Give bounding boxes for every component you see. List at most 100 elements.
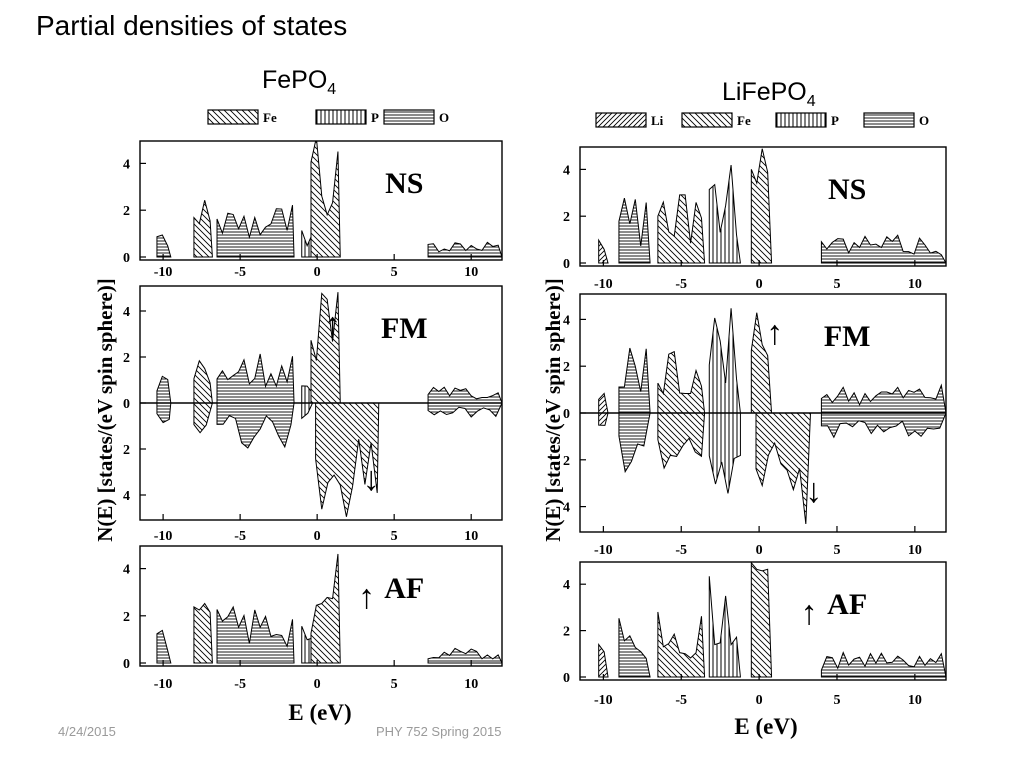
- panel-label: FM: [381, 312, 428, 345]
- slide-title: Partial densities of states: [36, 10, 348, 41]
- x-tick-label: -10: [154, 677, 173, 692]
- y-tick-label: 0: [563, 257, 570, 272]
- x-tick-label: -10: [594, 543, 613, 558]
- dos-band-o: [618, 618, 651, 678]
- spin-down-arrow: ↓: [805, 473, 822, 510]
- y-tick-label: 4: [563, 578, 570, 593]
- legend-swatch-fe: [681, 112, 733, 128]
- legend-label-li: Li: [651, 113, 664, 128]
- dos-band-o: [820, 383, 946, 414]
- spin-up-arrow: ↑: [358, 579, 375, 616]
- dos-band-p: [708, 308, 741, 414]
- spin-up-arrow: ↑: [800, 595, 817, 632]
- y-tick-label: 4: [563, 163, 570, 178]
- y-tick-label: 2: [123, 443, 130, 458]
- x-tick-label: -5: [234, 265, 246, 280]
- x-tick-label: 10: [908, 277, 922, 292]
- x-tick-label: -5: [675, 693, 687, 708]
- x-tick-label: -5: [675, 277, 687, 292]
- x-tick-label: -10: [154, 529, 173, 544]
- x-tick-label: -10: [594, 693, 613, 708]
- x-tick-label: -5: [234, 677, 246, 692]
- dos-band-down-fe: [657, 412, 706, 470]
- x-tick-label: -5: [234, 529, 246, 544]
- dos-band-p: [708, 164, 741, 264]
- x-tick-label: 0: [314, 529, 321, 544]
- chart-title: FePO4: [262, 66, 336, 98]
- dos-band-fe: [750, 562, 773, 678]
- dos-band-down-p: [708, 412, 741, 494]
- x-tick-label: -10: [594, 277, 613, 292]
- legend-label-p: P: [371, 110, 379, 125]
- y-tick-label: 0: [563, 407, 570, 422]
- dos-band-fe: [193, 602, 213, 664]
- dos-band-o: [427, 386, 502, 404]
- legend-label-fe: Fe: [737, 113, 751, 128]
- dos-band-down-fe: [755, 412, 812, 525]
- x-tick-label: 5: [833, 277, 840, 292]
- panel-frame: [579, 561, 947, 681]
- panel-af: 0 2 4 -10 -5 0 5 10 AF ↑: [123, 545, 503, 692]
- x-tick-label: 5: [391, 677, 398, 692]
- y-tick-label: 0: [123, 397, 130, 412]
- dos-band-o: [216, 205, 295, 258]
- y-tick-label: 2: [123, 351, 130, 366]
- chart-title: LiFePO4: [722, 78, 816, 110]
- y-tick-label: 0: [563, 671, 570, 686]
- dos-band-fe: [310, 292, 341, 404]
- y-tick-label: 4: [123, 489, 130, 504]
- panel-label: FM: [824, 320, 871, 353]
- x-tick-label: 5: [833, 543, 840, 558]
- y-axis-label: N(E) [states/(eV spin sphere)]: [541, 278, 565, 541]
- panel-frame: [579, 146, 947, 267]
- spin-down-arrow: ↓: [363, 461, 380, 498]
- y-tick-label: 2: [563, 454, 570, 469]
- legend-swatch-li: [595, 112, 647, 128]
- dos-band-down-p: [301, 402, 314, 420]
- y-tick-label: 2: [563, 360, 570, 375]
- legend-swatch-p: [315, 109, 367, 125]
- y-tick-label: 0: [123, 657, 130, 672]
- dos-band-fe: [193, 359, 213, 404]
- y-tick-label: 2: [123, 204, 130, 219]
- panel-label: AF: [384, 572, 424, 605]
- dos-band-down-li: [598, 412, 609, 426]
- dos-band-down-o: [156, 402, 172, 424]
- dos-band-o: [427, 241, 502, 258]
- x-tick-label: 5: [833, 693, 840, 708]
- x-tick-label: 0: [756, 277, 763, 292]
- x-tick-label: 0: [314, 677, 321, 692]
- x-tick-label: -5: [675, 543, 687, 558]
- footer-date: 4/24/2015: [58, 724, 116, 739]
- dos-band-down-o: [427, 402, 502, 418]
- dos-band-down-o: [820, 412, 946, 439]
- dos-band-li: [598, 392, 609, 414]
- x-tick-label: 0: [314, 265, 321, 280]
- x-axis-label: E (eV): [734, 714, 797, 739]
- y-tick-label: 4: [123, 157, 130, 172]
- y-tick-label: 4: [563, 501, 570, 516]
- chart-title-subscript: 4: [327, 81, 336, 98]
- dos-band-o: [156, 375, 172, 404]
- legend-swatch-p: [775, 112, 827, 128]
- panel-fm: 4 2 0 2 4 -10 -5 0 5 10 FM ↑ ↓: [123, 285, 503, 544]
- x-tick-label: 5: [391, 265, 398, 280]
- dos-band-fe: [310, 141, 341, 258]
- y-tick-label: 4: [123, 563, 130, 578]
- chart-title-subscript: 4: [807, 93, 816, 110]
- dos-band-down-fe: [315, 402, 380, 517]
- dos-band-down-o: [216, 402, 295, 449]
- panel-frame: [139, 545, 503, 667]
- dos-band-o: [618, 197, 651, 264]
- x-tick-label: -10: [154, 265, 173, 280]
- panel-fm: 4 2 0 2 4 -10 -5 0 5 10 FM ↑ ↓: [563, 293, 947, 558]
- dos-band-o: [427, 647, 502, 664]
- legend-label-fe: Fe: [263, 110, 277, 125]
- dos-band-fe: [657, 350, 706, 414]
- x-tick-label: 0: [756, 693, 763, 708]
- y-tick-label: 2: [123, 610, 130, 625]
- x-tick-label: 10: [464, 677, 478, 692]
- panel-label: AF: [827, 588, 867, 621]
- dos-band-fe: [657, 194, 706, 264]
